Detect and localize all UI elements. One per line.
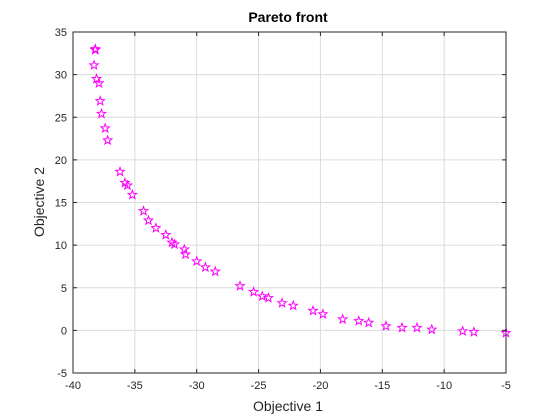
data-point: [411, 321, 423, 333]
data-point: [337, 313, 349, 325]
data-point: [287, 299, 299, 311]
y-tick-label: 20: [55, 155, 67, 167]
y-tick-label: 35: [55, 27, 67, 39]
data-point: [121, 179, 134, 191]
data-point: [178, 243, 190, 255]
data-point: [89, 43, 101, 55]
data-point: [380, 320, 392, 331]
data-point: [317, 308, 329, 319]
x-tick-label: -10: [436, 380, 452, 392]
x-tick-label: -25: [251, 380, 267, 392]
chart-title: Pareto front: [248, 9, 328, 25]
data-point: [90, 72, 103, 84]
x-tick-label: -30: [189, 380, 205, 392]
data-point: [256, 290, 268, 302]
x-tick-label: -15: [374, 380, 390, 392]
data-point: [89, 43, 101, 54]
x-axis-label: Objective 1: [253, 398, 323, 414]
data-point: [119, 176, 131, 188]
data-point: [168, 238, 181, 250]
y-tick-label: 5: [61, 283, 67, 295]
y-axis-label: Objective 2: [31, 167, 47, 237]
data-point: [150, 222, 162, 233]
y-tick-label: -5: [57, 368, 67, 380]
x-tick-label: -35: [127, 380, 143, 392]
data-point: [114, 165, 126, 177]
x-tick-label: -40: [65, 380, 81, 392]
data-point: [137, 205, 150, 216]
data-point: [88, 59, 100, 71]
data-point: [353, 315, 365, 326]
data-point: [102, 134, 114, 146]
data-point: [262, 292, 275, 303]
data-point: [142, 214, 155, 226]
data-point: [468, 326, 480, 337]
data-point: [396, 321, 408, 333]
data-points: [88, 43, 512, 338]
data-point: [426, 323, 438, 335]
data-point: [126, 188, 139, 200]
tick-labels: -40 -35 -30 -25 -20 -15 -10 -5 -5 0 5 10 15 20 25 30 35: [55, 27, 511, 392]
x-tick-label: -20: [312, 380, 328, 392]
data-point: [95, 107, 108, 119]
data-point: [99, 122, 111, 134]
y-tick-label: 10: [55, 240, 67, 252]
data-point: [247, 286, 260, 297]
data-point: [93, 77, 105, 88]
data-point: [276, 297, 288, 308]
y-tick-label: 25: [55, 112, 67, 124]
y-tick-label: 30: [55, 70, 67, 82]
y-tick-label: 15: [55, 198, 67, 210]
data-point: [307, 304, 319, 316]
data-point: [234, 280, 246, 291]
data-point: [179, 248, 192, 260]
data-point: [94, 95, 106, 106]
y-tick-label: 0: [61, 325, 67, 337]
x-tick-label: -5: [501, 380, 511, 392]
data-point: [209, 265, 221, 277]
data-point: [363, 316, 375, 328]
data-point: [199, 261, 212, 273]
data-point: [160, 228, 172, 240]
ticks: [72, 31, 507, 374]
data-point: [457, 325, 469, 337]
data-point: [191, 255, 203, 267]
